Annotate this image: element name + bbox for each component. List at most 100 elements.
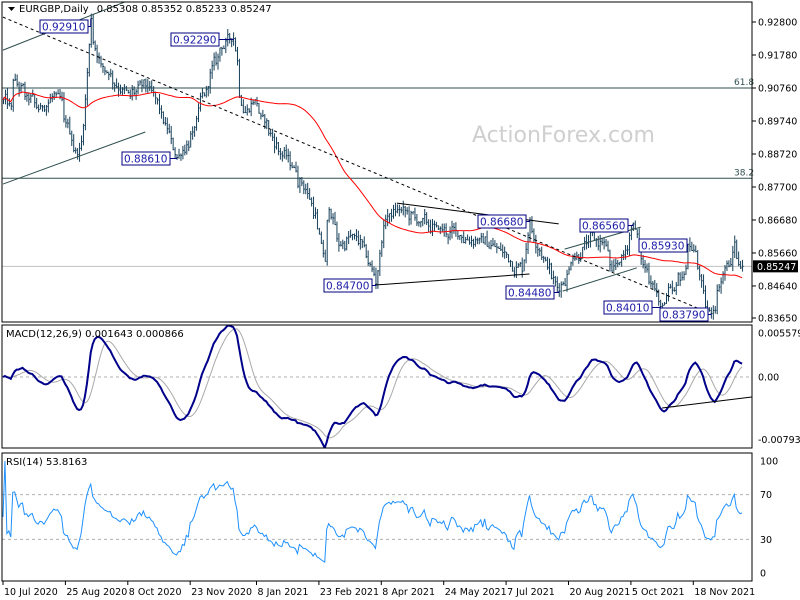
x-axis-label: 24 May 2021 — [445, 587, 507, 598]
price-bar — [133, 86, 136, 97]
fib-level-label: 61.8 — [734, 78, 754, 88]
pivot-label-box — [638, 238, 688, 253]
price-bar — [566, 269, 569, 292]
pivot-connector — [628, 223, 634, 226]
price-bar — [209, 68, 212, 94]
price-bar — [447, 233, 450, 245]
pivot-label-text: 0.83790 — [662, 310, 705, 322]
price-bar — [549, 258, 551, 275]
price-bar — [627, 245, 629, 255]
price-bar — [20, 82, 23, 94]
rsi-panel — [2, 460, 752, 563]
price-bar — [258, 102, 261, 114]
price-bar — [303, 180, 305, 195]
price-bar — [108, 71, 110, 81]
price-bar — [235, 37, 237, 52]
price-bar — [61, 91, 64, 102]
price-bar — [274, 133, 276, 154]
price-bar — [478, 237, 481, 245]
price-bar — [541, 246, 543, 261]
price-bar — [742, 259, 744, 272]
price-bar — [685, 264, 688, 275]
price-axis-label: 0.90760 — [758, 83, 797, 94]
price-bar — [305, 183, 307, 195]
price-bar — [508, 254, 510, 263]
price-bar — [664, 302, 666, 306]
price-bar — [120, 84, 122, 95]
price-bar — [129, 89, 132, 100]
price-bar — [223, 45, 226, 50]
price-bar — [603, 237, 606, 250]
price-bar — [227, 28, 229, 47]
pivot-label-text: 0.86680 — [480, 217, 523, 229]
price-bar — [186, 140, 188, 155]
price-bar — [240, 94, 243, 107]
price-bar — [406, 207, 409, 215]
price-bar — [143, 79, 146, 89]
price-bar — [118, 82, 120, 97]
price-bar — [77, 147, 79, 160]
price-bar — [554, 275, 557, 287]
x-axis-label: 8 Oct 2020 — [129, 587, 182, 598]
price-bar — [654, 279, 656, 292]
price-bar — [182, 145, 185, 160]
price-bar — [656, 283, 658, 298]
price-bar — [81, 135, 83, 151]
price-bar — [738, 251, 740, 267]
price-bar — [496, 243, 499, 254]
price-bar — [112, 70, 114, 90]
pivot-label-text: 0.88610 — [124, 154, 167, 166]
price-bar — [531, 216, 534, 234]
price-bar — [293, 165, 296, 169]
price-bar — [88, 43, 91, 77]
price-bar — [180, 153, 183, 161]
price-bar — [287, 148, 290, 163]
price-bar — [106, 70, 109, 74]
price-bar — [630, 225, 633, 241]
price-bar — [316, 208, 319, 230]
price-bar — [634, 220, 637, 230]
price-bar — [527, 232, 530, 254]
price-bar — [391, 208, 393, 222]
price-bar — [389, 213, 391, 223]
price-bar — [157, 97, 159, 105]
price-bar — [730, 258, 733, 267]
price-bar — [22, 83, 25, 87]
price-bar — [92, 13, 95, 45]
pivot-label-box — [579, 218, 629, 233]
price-bar — [578, 253, 580, 264]
price-bar — [73, 134, 75, 153]
price-bar — [484, 236, 487, 245]
price-bar — [488, 241, 491, 249]
price-bar — [250, 97, 253, 117]
price-bar — [256, 96, 259, 107]
price-axis-label: 0.83650 — [758, 314, 797, 325]
macd-signal-line — [2, 328, 743, 439]
price-bar — [513, 267, 516, 278]
price-bar — [517, 263, 520, 268]
price-bar — [381, 240, 383, 257]
price-bar — [194, 126, 196, 137]
price-bar — [599, 234, 602, 253]
price-bar — [621, 254, 623, 267]
price-bar — [439, 226, 442, 235]
price-bar — [322, 239, 325, 258]
collapse-triangle-icon[interactable] — [8, 7, 15, 11]
price-bar — [291, 161, 294, 169]
price-bar — [36, 97, 38, 110]
price-bar — [562, 281, 565, 286]
price-bar — [724, 265, 727, 281]
price-bar — [147, 79, 149, 93]
price-bar — [205, 85, 208, 98]
price-bar — [315, 207, 317, 219]
price-bar — [463, 231, 465, 244]
pivot-label: 0.85930 — [638, 238, 688, 253]
rsi-line — [2, 460, 743, 563]
price-bar — [242, 99, 245, 114]
price-axis-label: 0.85660 — [758, 248, 797, 259]
price-bar — [86, 67, 89, 106]
price-bar — [387, 209, 389, 227]
price-axis-label: 0.92800 — [758, 18, 797, 29]
pivot-label: 0.88610 — [121, 151, 178, 166]
